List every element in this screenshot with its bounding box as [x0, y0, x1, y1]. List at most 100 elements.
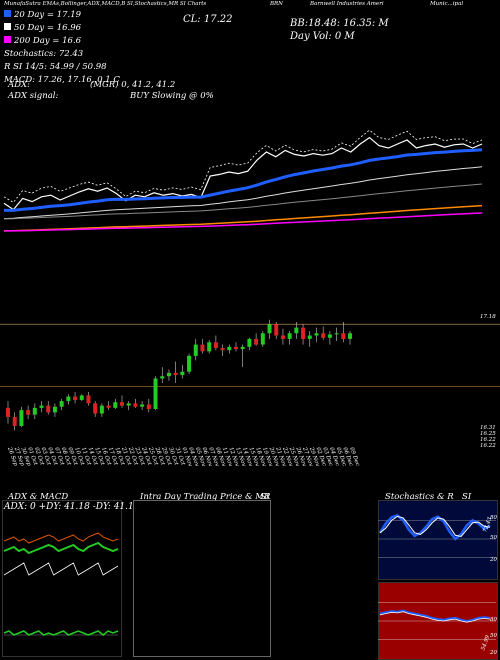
adx-values: (MGR) 0, 41.2, 41.2 — [90, 80, 176, 90]
macd-legend: MACD: 17.26, 17.16, 0.1 C — [4, 75, 120, 85]
candle-body — [327, 334, 332, 338]
chart-header-title: MunafaSutra EMAs,Bollinger,ADX,MACD,B SI… — [4, 1, 207, 7]
ema200-label: 200 Day = 16.6 — [14, 36, 82, 46]
candle-body — [86, 395, 91, 404]
bollinger-upper-line — [3, 129, 483, 203]
candle-body — [200, 344, 205, 352]
ema50-line — [3, 166, 483, 220]
rsi-line — [379, 609, 491, 623]
candle-body — [267, 324, 272, 334]
stoch-label-80: 80 — [490, 515, 497, 521]
candle-body — [341, 333, 346, 339]
adx-panel — [2, 500, 122, 657]
candle-body — [321, 333, 326, 338]
rsi-r-label: R — [4, 62, 11, 72]
price-low-label-4: 16.22 — [480, 443, 496, 449]
candle-body — [314, 333, 319, 336]
candle-body — [19, 410, 24, 426]
stochastics-title: Stochastics & R — [385, 492, 454, 502]
ema-chart — [3, 129, 483, 232]
intraday-panel — [133, 500, 271, 657]
candle-body — [79, 395, 84, 400]
price-top-label: 17.18 — [480, 314, 496, 320]
macd-signal-line — [3, 630, 119, 636]
rsi-legend: Stochastics: 72.43 — [4, 49, 84, 59]
bollinger-label: BB:18.48: 16.35: M — [290, 18, 389, 29]
day-volume-label: Day Vol: 0 M — [290, 31, 355, 42]
stochastics-si: SI — [462, 492, 472, 502]
rsi-label-50: 50 — [490, 633, 497, 639]
candle-body — [140, 404, 145, 407]
ema50-label: 50 Day = 16.96 — [14, 23, 82, 33]
candle-body — [133, 403, 138, 407]
candle-body — [287, 333, 292, 339]
adx-label: ADX: — [8, 80, 30, 90]
candle-body — [113, 402, 118, 408]
candle-body — [207, 342, 212, 352]
candle-body — [59, 401, 64, 407]
candle-body — [301, 327, 306, 339]
stochastic-k-line — [378, 513, 491, 541]
candle-body — [166, 372, 171, 377]
candle-body — [120, 402, 124, 406]
candle-body — [240, 346, 245, 350]
stochastics-panel — [378, 500, 498, 580]
candle-body — [213, 342, 218, 348]
ema200-line — [3, 204, 483, 232]
price-chart — [0, 319, 500, 431]
ema100-line — [3, 183, 483, 220]
buy-signal-label: BUY Slowing @ 0% — [130, 91, 214, 101]
rsi-values: SI 14/5: 54.99 / 50.98 — [13, 62, 107, 72]
candle-body — [187, 355, 192, 372]
rsi-chart — [378, 602, 496, 640]
price-low-label-1: 16.31 — [480, 425, 496, 431]
candle-body — [26, 410, 31, 415]
stoch-label-20: 20 — [490, 557, 497, 563]
candle-body — [39, 405, 44, 408]
stochastics-chart — [378, 513, 496, 558]
candle-body — [52, 406, 57, 413]
stochastic-d-line — [379, 515, 491, 538]
candle-body — [126, 403, 131, 406]
plus-di-line — [3, 541, 119, 555]
candle-body — [294, 327, 299, 334]
symbol-label: BRN — [270, 1, 283, 7]
candle-body — [73, 396, 78, 400]
candle-body — [247, 338, 252, 347]
ema20-label: 20 Day = 17.19 — [14, 10, 82, 20]
candle-body — [160, 376, 165, 379]
candle-body — [274, 324, 279, 336]
candle-body — [307, 335, 312, 339]
price-low-label-2: 16.25 — [480, 431, 496, 437]
adx-signal-label: ADX signal: — [8, 91, 59, 101]
close-label: CL: 17.22 — [183, 14, 233, 25]
candle-body — [173, 372, 178, 376]
adx-panel-values: ADX: 0 +DY: 41.18 -DY: 41.18 — [4, 502, 140, 512]
rsi-label-20: 20 — [490, 650, 497, 656]
intraday-title: Intra Day Trading Price & MR — [140, 492, 271, 502]
candle-body — [46, 405, 51, 413]
candle-body — [6, 407, 10, 417]
candle-body — [227, 346, 232, 351]
intraday-si: SI — [260, 492, 270, 502]
ema-legend: 20 Day = 17.19 50 Day = 16.96 200 Day = … — [4, 10, 120, 85]
minus-di-line — [3, 532, 119, 544]
rsi-label-80: 80 — [490, 617, 497, 623]
candle-body — [220, 347, 225, 351]
adx-macd-title: ADX & MACD — [8, 492, 69, 502]
ema50-swatch — [4, 23, 11, 30]
stoch-label-50: 50 — [490, 535, 497, 541]
exchange-label: Munic...ipal — [430, 1, 464, 7]
company-label: Barnwell Industries Ameri — [310, 1, 384, 7]
candle-body — [334, 333, 339, 335]
candle-body — [66, 396, 71, 402]
candle-body — [260, 333, 265, 345]
candle-body — [146, 404, 151, 409]
ema20-swatch — [4, 10, 11, 17]
candle-body — [12, 416, 17, 426]
candle-body — [93, 403, 98, 414]
candle-body — [254, 338, 259, 345]
candle-body — [153, 378, 158, 409]
ema20-line — [4, 148, 483, 212]
